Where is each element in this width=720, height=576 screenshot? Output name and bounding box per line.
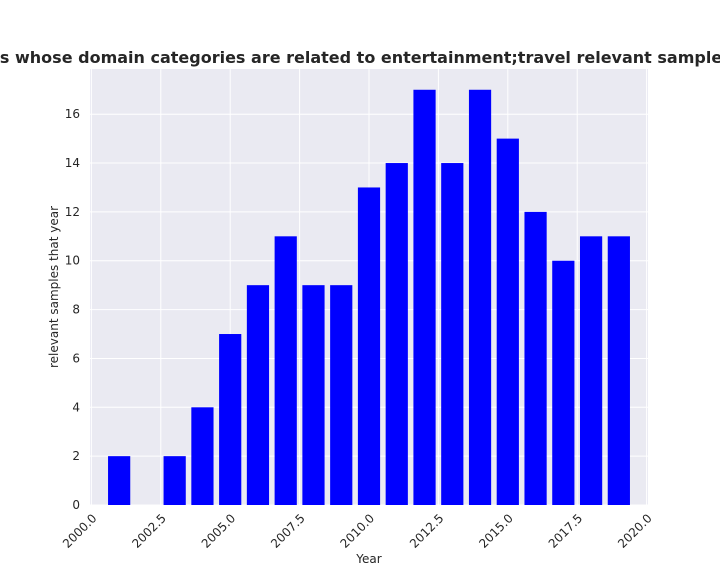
bar bbox=[413, 89, 436, 505]
bar-series bbox=[108, 89, 630, 506]
y-tick-label: 8 bbox=[72, 303, 80, 317]
x-tick-label: 2020.0 bbox=[615, 511, 655, 551]
bar bbox=[219, 334, 242, 505]
bar bbox=[468, 89, 492, 505]
y-tick-label: 12 bbox=[65, 205, 80, 219]
y-axis-label: relevant samples that year bbox=[47, 206, 61, 368]
bar bbox=[441, 163, 464, 505]
bar bbox=[579, 236, 603, 505]
x-tick-label: 2005.0 bbox=[199, 511, 239, 551]
y-tick-label: 14 bbox=[65, 156, 80, 170]
bar bbox=[191, 407, 214, 505]
x-axis-ticks: 2000.0 2002.5 2005.0 2007.5 2010.0 2012.5 2015… bbox=[60, 511, 655, 551]
bar bbox=[552, 260, 575, 505]
bar bbox=[302, 285, 325, 505]
chart-title: Which percentage of privacy policies who… bbox=[0, 48, 720, 67]
bar bbox=[108, 456, 131, 505]
y-axis-ticks: 0 2 4 6 8 10 12 14 16 bbox=[65, 107, 80, 512]
x-tick-label: 2002.5 bbox=[129, 511, 169, 551]
y-tick-label: 6 bbox=[72, 351, 80, 365]
x-tick-label: 2012.5 bbox=[407, 511, 447, 551]
x-tick-label: 2007.5 bbox=[268, 511, 308, 551]
x-tick-label: 2010.0 bbox=[338, 511, 378, 551]
y-tick-label: 16 bbox=[65, 107, 80, 121]
x-tick-label: 2000.0 bbox=[60, 511, 100, 551]
bar bbox=[274, 236, 297, 505]
x-tick-label: 2015.0 bbox=[476, 511, 516, 551]
y-tick-label: 10 bbox=[65, 254, 80, 268]
bar bbox=[496, 138, 519, 505]
bar bbox=[330, 285, 353, 505]
bar bbox=[163, 456, 186, 505]
bar bbox=[607, 236, 630, 505]
bar bbox=[524, 211, 547, 506]
x-tick-label: 2017.5 bbox=[546, 511, 586, 551]
bar bbox=[357, 187, 381, 506]
bar bbox=[246, 285, 270, 505]
y-tick-label: 0 bbox=[72, 498, 80, 512]
bar bbox=[385, 163, 408, 505]
y-tick-label: 2 bbox=[72, 449, 80, 463]
x-axis-label: Year bbox=[355, 552, 381, 566]
y-tick-label: 4 bbox=[72, 400, 80, 414]
